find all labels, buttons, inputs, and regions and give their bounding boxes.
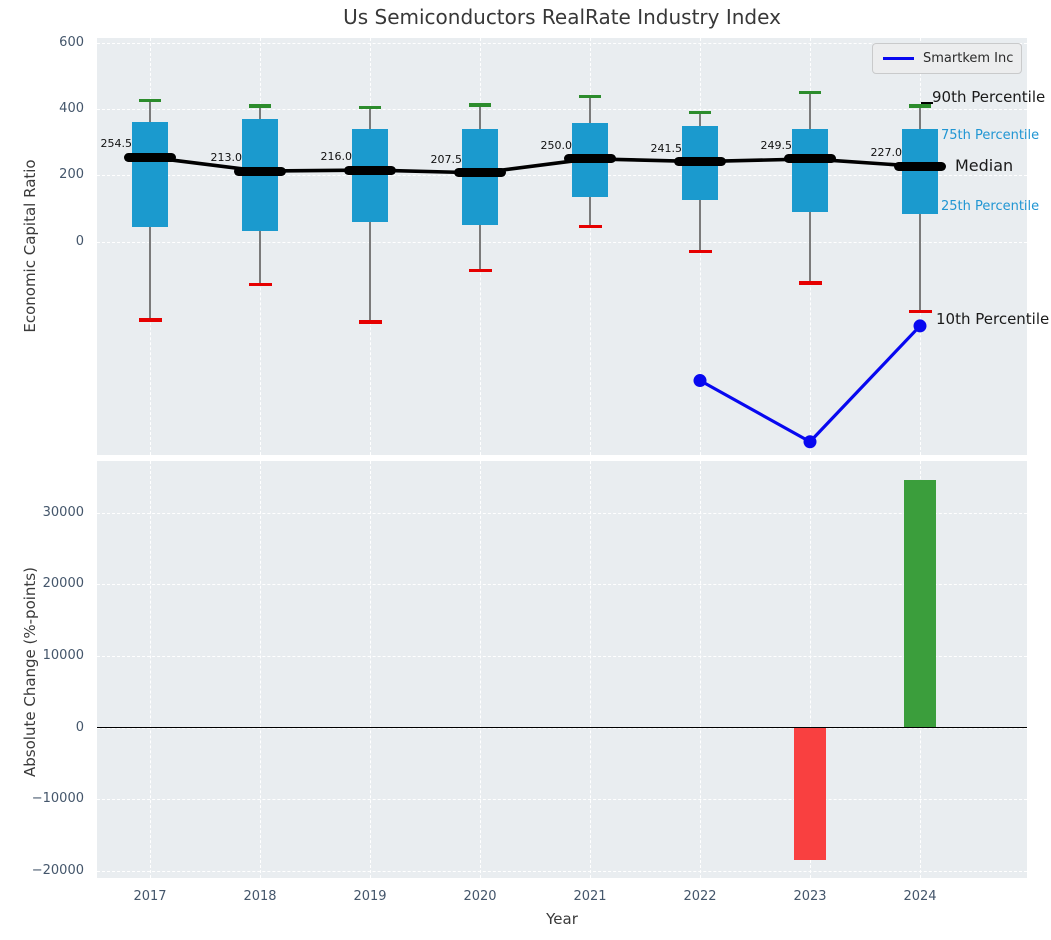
p10-cap xyxy=(248,282,272,287)
percentile-annotation: 25th Percentile xyxy=(941,199,1040,215)
median-value-label: 254.5 xyxy=(100,137,133,151)
p90-cap xyxy=(469,103,491,107)
annotation-leader xyxy=(921,102,933,105)
p90-cap xyxy=(359,105,381,110)
p90-cap xyxy=(249,104,271,108)
gridline-h xyxy=(97,42,1027,44)
p90-cap xyxy=(689,110,711,115)
x-axis-label: Year xyxy=(546,910,578,928)
median-dash xyxy=(564,154,616,164)
percentile-annotation: 90th Percentile xyxy=(932,88,1046,107)
ytick-label-top: 600 xyxy=(59,34,84,50)
change-bar xyxy=(904,480,936,728)
median-dash xyxy=(344,165,396,175)
median-value-label: 213.0 xyxy=(210,151,243,165)
xtick-label: 2022 xyxy=(683,889,717,904)
legend: Smartkem Inc xyxy=(872,43,1022,74)
ytick-label-bottom: 10000 xyxy=(42,647,84,663)
ytick-label-bottom: 0 xyxy=(75,719,84,735)
p90-cap xyxy=(799,90,821,95)
xtick-label: 2019 xyxy=(353,889,387,904)
gridline-v xyxy=(590,461,591,878)
boxplot-panel xyxy=(97,38,1027,455)
xtick-label: 2017 xyxy=(133,889,167,904)
xtick-label: 2018 xyxy=(243,889,277,904)
ytick-label-bottom: −20000 xyxy=(31,862,84,878)
legend-line-swatch xyxy=(883,57,914,60)
ytick-label-bottom: −10000 xyxy=(31,791,84,807)
p10-cap xyxy=(798,281,822,285)
xtick-label: 2020 xyxy=(463,889,497,904)
iqr-box xyxy=(792,129,828,213)
median-value-label: 216.0 xyxy=(320,150,353,164)
iqr-box xyxy=(132,121,168,227)
chart-title: Us Semiconductors RealRate Industry Inde… xyxy=(343,5,781,29)
xtick-label: 2023 xyxy=(793,889,827,904)
percentile-annotation: 75th Percentile xyxy=(941,127,1040,143)
xtick-label: 2024 xyxy=(903,889,937,904)
p90-cap xyxy=(909,104,931,108)
gridline-h xyxy=(97,109,1027,111)
gridline-h xyxy=(97,512,1027,514)
y-axis-label-bottom: Absolute Change (%-points) xyxy=(21,567,39,777)
p10-cap xyxy=(688,249,712,254)
ytick-label-top: 0 xyxy=(75,233,84,249)
gridline-v xyxy=(480,461,481,878)
p90-cap xyxy=(579,94,601,99)
gridline-h xyxy=(97,584,1027,586)
gridline-h xyxy=(97,241,1027,243)
median-value-label: 249.5 xyxy=(760,138,793,152)
median-dash xyxy=(234,166,286,176)
median-dash xyxy=(894,161,946,171)
percentile-annotation: 10th Percentile xyxy=(936,309,1050,328)
ytick-label-top: 200 xyxy=(59,167,84,183)
change-bar xyxy=(794,727,826,861)
median-value-label: 227.0 xyxy=(870,146,903,160)
iqr-box xyxy=(902,129,938,214)
zero-line xyxy=(97,726,1027,729)
median-dash xyxy=(454,168,506,178)
iqr-box xyxy=(352,129,388,222)
xtick-label: 2021 xyxy=(573,889,607,904)
median-value-label: 250.0 xyxy=(540,138,573,152)
percentile-annotation: Median xyxy=(955,156,1014,175)
p10-cap xyxy=(138,318,162,322)
ytick-label-top: 400 xyxy=(59,101,84,117)
median-value-label: 207.5 xyxy=(430,152,463,166)
p10-cap xyxy=(908,309,932,314)
p90-cap xyxy=(139,98,161,102)
gridline-h xyxy=(97,870,1027,872)
p10-cap xyxy=(578,224,602,229)
ytick-label-bottom: 20000 xyxy=(42,576,84,592)
p10-cap xyxy=(468,268,492,273)
change-bar-panel xyxy=(97,461,1027,878)
median-dash xyxy=(674,157,726,167)
gridline-v xyxy=(150,461,151,878)
gridline-h xyxy=(97,655,1027,657)
p10-cap xyxy=(358,320,382,324)
ytick-label-bottom: 30000 xyxy=(42,504,84,520)
gridline-v xyxy=(590,38,591,455)
legend-label: Smartkem Inc xyxy=(923,51,1014,66)
gridline-h xyxy=(97,799,1027,801)
gridline-h xyxy=(97,175,1027,177)
gridline-v xyxy=(810,461,811,878)
gridline-v xyxy=(700,461,701,878)
gridline-v xyxy=(370,461,371,878)
gridline-v xyxy=(260,461,261,878)
median-value-label: 241.5 xyxy=(650,141,683,155)
